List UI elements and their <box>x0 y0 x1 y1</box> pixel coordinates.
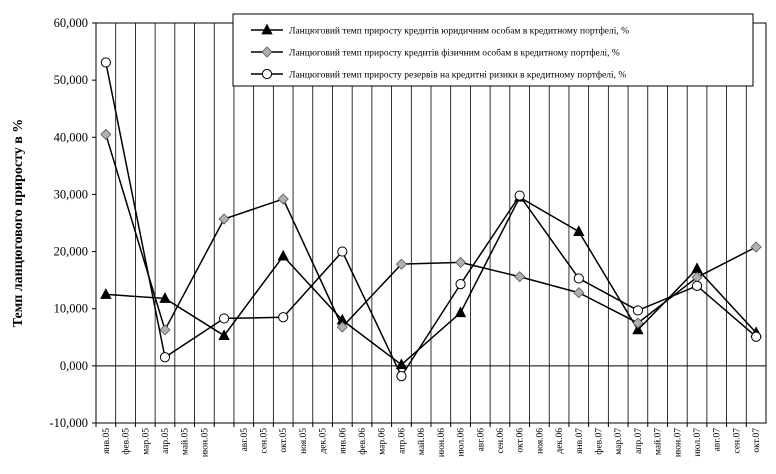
legend-marker <box>261 23 273 35</box>
y-tick-label: 60,000 <box>54 16 88 30</box>
x-tick-label: сен.06 <box>496 428 506 454</box>
series-line <box>105 196 757 366</box>
y-tick-label: 20,000 <box>54 245 88 259</box>
x-tick-label: авг.07 <box>713 428 723 452</box>
series-3 <box>100 57 762 382</box>
data-point <box>395 358 408 370</box>
data-point <box>691 280 703 291</box>
x-tick-label: мар.06 <box>378 428 388 455</box>
x-tick-label: янв.07 <box>575 428 585 454</box>
data-point <box>514 190 525 201</box>
legend-box <box>232 13 754 87</box>
data-point <box>100 288 112 299</box>
series-2 <box>100 128 762 336</box>
legend-marker <box>261 46 273 58</box>
data-point <box>100 128 112 140</box>
x-tick-label: мар.05 <box>141 428 151 455</box>
series-layer <box>100 57 762 382</box>
data-point <box>454 256 467 268</box>
x-tick-label: май.07 <box>653 428 664 455</box>
data-point <box>278 312 289 323</box>
legend: Ланцюговий темп приросту кредитів юридич… <box>232 13 754 87</box>
y-tick-label: 50,000 <box>54 73 88 87</box>
y-tick-label: 0,000 <box>60 359 88 373</box>
x-tick-label: ноя.06 <box>535 428 545 454</box>
x-tick-label: сен.05 <box>260 428 270 454</box>
x-tick-label: мар.07 <box>614 428 624 455</box>
y-axis-label: Темп ланцюгового приросту в % <box>11 119 26 328</box>
x-tick-label: авг.06 <box>476 428 486 452</box>
data-point <box>455 279 466 290</box>
data-point <box>691 262 703 274</box>
series-line <box>105 62 757 378</box>
data-point <box>218 329 230 340</box>
x-tick-label: янв.06 <box>338 428 348 454</box>
y-tick-label: 40,000 <box>54 130 88 144</box>
x-tick-label: фев.07 <box>594 428 605 455</box>
x-tick-label: дек.06 <box>555 428 565 454</box>
data-point <box>454 306 467 318</box>
data-point <box>514 271 526 283</box>
data-point <box>573 273 584 284</box>
series-line <box>105 134 757 332</box>
x-tick-label: июн.07 <box>673 428 683 457</box>
x-tick-label: ноя.05 <box>299 428 309 454</box>
legend-marker <box>261 68 273 80</box>
data-point <box>750 241 762 253</box>
y-tick-label: 30,000 <box>54 187 88 201</box>
x-tick-label: апр.06 <box>397 428 407 454</box>
x-axis-ticks: янв.05 фев.05 мар.05 апр.05 май.05 июн.05 авг.… <box>95 423 762 457</box>
y-tick-label: 10,000 <box>54 302 88 316</box>
data-point <box>395 258 408 270</box>
legend-label: Ланцюговий темп приросту кредитів фізичн… <box>289 48 620 59</box>
x-tick-label: янв.05 <box>102 428 112 454</box>
data-point <box>573 287 585 299</box>
x-tick-label: сен.07 <box>732 428 742 454</box>
data-point <box>632 323 644 335</box>
data-point <box>159 292 171 303</box>
x-tick-label: окт.05 <box>279 428 289 453</box>
x-tick-label: авг.05 <box>240 428 250 452</box>
data-point <box>277 249 289 261</box>
data-point <box>336 321 348 333</box>
data-point <box>573 225 585 236</box>
x-tick-label: дек.05 <box>319 428 329 454</box>
data-point <box>277 193 289 205</box>
y-axis-ticks: -10,000 0,000 10,000 20,000 30,000 40,000 50,0… <box>49 16 96 430</box>
data-point <box>100 57 111 68</box>
data-point <box>751 331 762 342</box>
data-point <box>218 313 230 324</box>
x-tick-label: май.05 <box>180 428 191 455</box>
data-point <box>632 317 644 329</box>
x-tick-label: апр.07 <box>634 428 644 454</box>
data-point <box>159 324 171 336</box>
y-tick-label: -10,000 <box>49 416 88 430</box>
x-tick-label: апр.05 <box>161 428 171 454</box>
data-point <box>337 246 348 257</box>
x-tick-label: июн.05 <box>200 428 210 457</box>
x-tick-label: окт.06 <box>516 428 526 453</box>
x-tick-label: фев.06 <box>357 428 368 455</box>
data-point <box>159 352 171 363</box>
vertical-gridlines <box>96 23 766 423</box>
x-tick-label: июл.07 <box>693 428 703 457</box>
x-tick-label: окт.07 <box>752 428 762 453</box>
x-tick-label: май.06 <box>416 428 427 455</box>
legend-label: Ланцюговий темп приросту резервів на кре… <box>289 70 626 81</box>
x-tick-label: июл.06 <box>457 428 467 457</box>
legend-label: Ланцюговий темп приросту кредитів юридич… <box>289 26 629 37</box>
data-point <box>396 371 407 382</box>
data-point <box>218 213 230 225</box>
x-tick-label: июн.06 <box>437 428 447 457</box>
x-tick-label: фев.05 <box>121 428 132 455</box>
data-point <box>632 305 644 316</box>
